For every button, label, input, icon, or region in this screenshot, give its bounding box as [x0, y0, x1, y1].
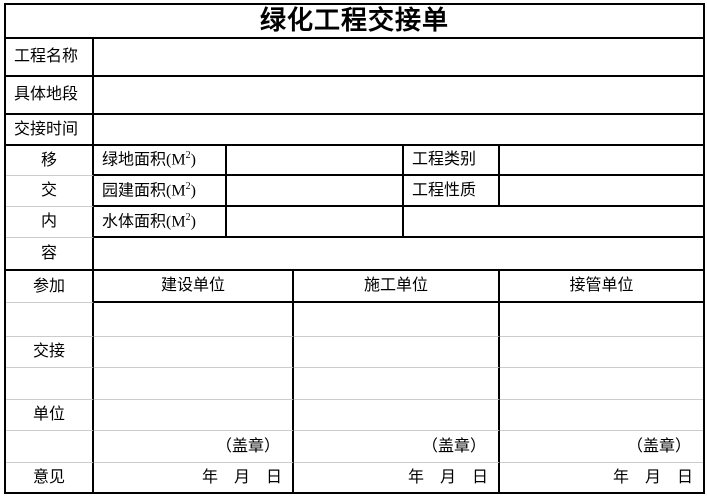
- signature-cell[interactable]: [294, 368, 500, 400]
- field-handover-date[interactable]: [94, 115, 703, 146]
- seal-label: （盖章）: [294, 431, 500, 463]
- label-project-category: 工程类别: [404, 146, 500, 176]
- signature-cell[interactable]: [294, 400, 500, 431]
- label-project-name: 工程名称: [6, 39, 94, 77]
- label-green-area: 绿地面积(M2): [94, 146, 227, 176]
- label-location: 具体地段: [6, 77, 94, 115]
- units-side-spacer: [6, 368, 94, 400]
- field-location[interactable]: [94, 77, 703, 115]
- field-water-area[interactable]: [227, 207, 404, 238]
- units-side-label: 交接: [6, 337, 94, 368]
- seal-label: （盖章）: [94, 431, 294, 463]
- signature-cell[interactable]: [94, 303, 294, 337]
- signature-cell[interactable]: [500, 303, 703, 337]
- header-construction-unit: 建设单位: [94, 271, 294, 303]
- label-water-area: 水体面积(M2): [94, 207, 227, 238]
- signature-cell[interactable]: [294, 337, 500, 368]
- field-project-nature[interactable]: [500, 176, 703, 207]
- signature-cell[interactable]: [294, 303, 500, 337]
- signature-cell[interactable]: [500, 400, 703, 431]
- label-project-nature: 工程性质: [404, 176, 500, 207]
- field-water-extra[interactable]: [404, 207, 703, 238]
- signature-cell[interactable]: [500, 337, 703, 368]
- signature-cell[interactable]: [94, 368, 294, 400]
- date-label: 年 月 日: [294, 463, 500, 492]
- label-garden-area: 园建面积(M2): [94, 176, 227, 207]
- transfer-side-char: 交: [6, 176, 94, 207]
- transfer-side-char: 内: [6, 207, 94, 238]
- units-side-label: 参加: [6, 271, 94, 303]
- field-garden-area[interactable]: [227, 176, 404, 207]
- date-label: 年 月 日: [94, 463, 294, 492]
- units-side-spacer: [6, 431, 94, 463]
- field-project-category[interactable]: [500, 146, 703, 176]
- handover-form-table: 绿化工程交接单 工程名称 具体地段 交接时间 移 交 内 容 绿地面积(M2) …: [4, 3, 705, 494]
- units-side-spacer: [6, 303, 94, 337]
- signature-cell[interactable]: [94, 337, 294, 368]
- date-label: 年 月 日: [612, 468, 693, 486]
- field-green-area[interactable]: [227, 146, 404, 176]
- label-handover-date: 交接时间: [6, 115, 94, 146]
- seal-label: （盖章）: [500, 431, 703, 463]
- header-receiving-unit: 接管单位: [500, 271, 703, 303]
- units-side-label: 单位: [6, 400, 94, 431]
- field-transfer-remarks[interactable]: [94, 238, 703, 271]
- transfer-side-char: 容: [6, 238, 94, 271]
- transfer-side-char: 移: [6, 146, 94, 176]
- header-contractor-unit: 施工单位: [294, 271, 500, 303]
- field-project-name[interactable]: [94, 39, 703, 77]
- units-side-label: 意见: [6, 463, 94, 492]
- form-title: 绿化工程交接单: [6, 5, 703, 39]
- signature-cell[interactable]: [500, 368, 703, 400]
- signature-cell[interactable]: [94, 400, 294, 431]
